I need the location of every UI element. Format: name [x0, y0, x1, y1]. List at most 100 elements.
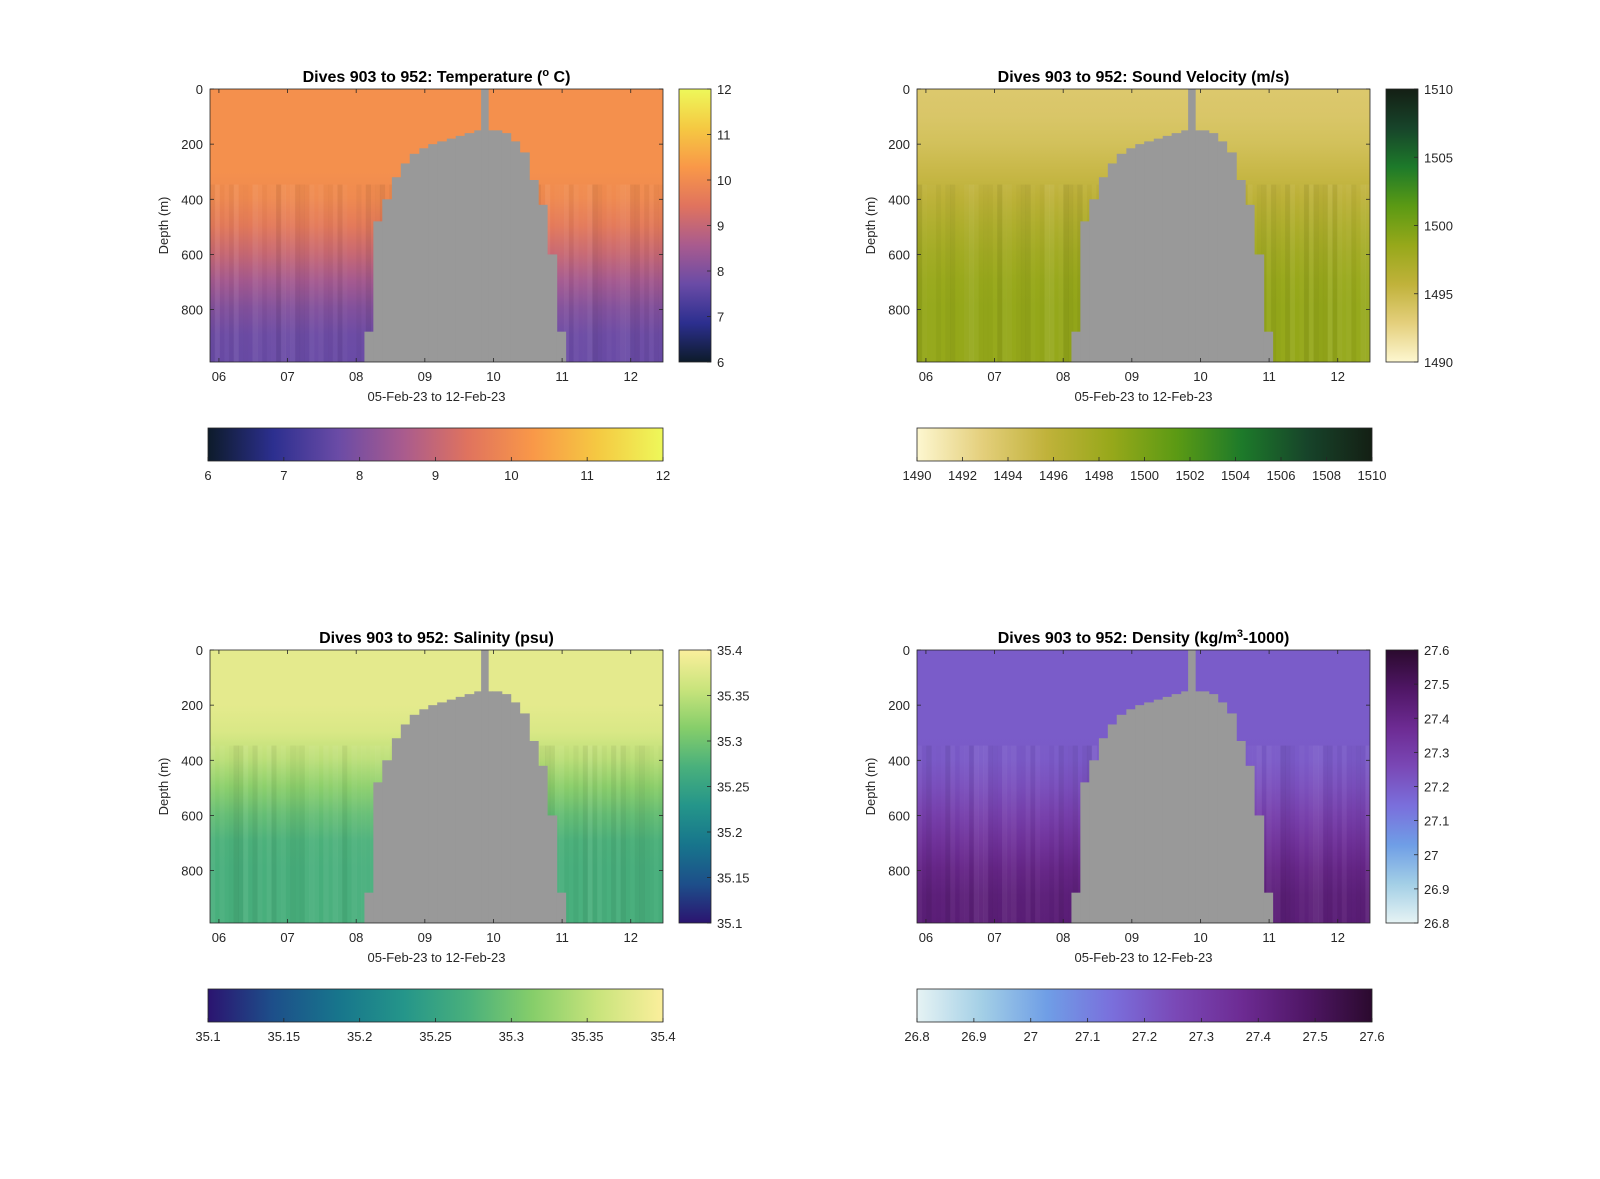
heatmap-column: [1025, 745, 1031, 923]
y-tick-label: 200: [181, 698, 203, 713]
horizontal-colorbar-tick-label: 1508: [1312, 468, 1341, 483]
vertical-colorbar-tick-label: 35.25: [717, 780, 750, 795]
heatmap-column: [1002, 185, 1007, 362]
heatmap-column: [1318, 185, 1323, 362]
no-data-mask-column: [391, 177, 402, 362]
horizontal-colorbar-tick-label: 9: [432, 468, 439, 483]
no-data-mask-column: [1089, 760, 1100, 923]
heatmap-column: [319, 746, 324, 923]
heatmap-column: [922, 185, 927, 362]
x-tick-label: 10: [486, 369, 500, 384]
no-data-mask-column: [510, 702, 521, 923]
heatmap-column: [654, 746, 659, 923]
horizontal-colorbar-tick-label: 1500: [1130, 468, 1159, 483]
heatmap-column: [573, 184, 579, 362]
heatmap-column: [295, 746, 300, 923]
heatmap-column: [290, 745, 296, 923]
y-tick-label: 200: [888, 698, 910, 713]
heatmap-column: [1021, 746, 1026, 923]
heatmap-column: [252, 745, 258, 923]
heatmap-column: [611, 745, 617, 923]
no-data-mask-column: [437, 141, 448, 362]
no-data-mask-column: [1181, 130, 1191, 362]
horizontal-colorbar-tick-label: 1504: [1221, 468, 1250, 483]
no-data-mask-column: [446, 699, 457, 923]
no-data-mask-column: [1236, 180, 1246, 362]
heatmap-column: [625, 184, 631, 362]
x-tick-label: 10: [486, 930, 500, 945]
heatmap-column: [314, 185, 319, 362]
heatmap-column: [968, 745, 975, 923]
heatmap-column: [988, 185, 993, 362]
vertical-colorbar-tick-label: 27.5: [1424, 677, 1449, 692]
heatmap-column: [922, 746, 927, 923]
heatmap-column: [582, 745, 588, 923]
vertical-colorbar-tick-label: 9: [717, 219, 724, 234]
no-data-mask-column: [501, 133, 512, 362]
heatmap-column: [229, 185, 234, 362]
heatmap-column: [926, 745, 932, 923]
heatmap-column: [1077, 184, 1083, 362]
heatmap-column: [1035, 185, 1040, 362]
heatmap-column: [1336, 184, 1343, 362]
vertical-colorbar-tick-label: 35.1: [717, 916, 742, 931]
heatmap-column: [1360, 184, 1366, 362]
no-data-mask-column: [529, 741, 539, 923]
x-tick-label: 08: [1056, 369, 1070, 384]
heatmap-column: [988, 746, 993, 923]
heatmap-column: [280, 745, 286, 923]
horizontal-colorbar: [207, 988, 664, 1023]
chart-title: Dives 903 to 952: Salinity (psu): [319, 630, 554, 647]
no-data-mask-column: [538, 204, 548, 362]
heatmap-column: [1365, 184, 1371, 362]
no-data-mask-column: [1263, 331, 1274, 362]
heatmap-column: [1016, 185, 1021, 362]
heatmap-column: [210, 745, 216, 923]
vertical-colorbar-tick-label: 27.1: [1424, 814, 1449, 829]
heatmap-column: [993, 185, 998, 362]
heatmap-column: [257, 746, 262, 923]
horizontal-colorbar-tick-label: 27.5: [1302, 1029, 1327, 1044]
heatmap-column: [1299, 746, 1304, 923]
heatmap-column: [1007, 185, 1012, 362]
horizontal-colorbar-tick-label: 1502: [1176, 468, 1205, 483]
heatmap-column: [926, 185, 931, 362]
horizontal-colorbar-tick-label: 35.2: [347, 1029, 372, 1044]
no-data-mask-column: [455, 135, 466, 362]
heatmap-column: [569, 185, 574, 362]
no-data-mask-column: [1217, 702, 1228, 923]
x-tick-label: 06: [212, 369, 226, 384]
x-axis-label: 05-Feb-23 to 12-Feb-23: [1074, 389, 1212, 404]
heatmap-column: [997, 184, 1003, 362]
heatmap-column: [262, 185, 267, 362]
heatmap-column: [219, 745, 225, 923]
heatmap-column: [1346, 184, 1352, 362]
heatmap-column: [1072, 745, 1078, 923]
x-tick-label: 06: [919, 930, 933, 945]
heatmap-column: [644, 185, 649, 362]
horizontal-colorbar: [916, 988, 1373, 1023]
heatmap-column: [931, 185, 936, 362]
no-data-mask-column: [519, 713, 530, 923]
heatmap-column: [993, 746, 998, 923]
heatmap-column: [248, 746, 253, 923]
horizontal-colorbar: [207, 427, 664, 462]
heatmap-column: [1356, 746, 1361, 923]
y-tick-label: 200: [181, 137, 203, 152]
horizontal-colorbar-tick-label: 35.3: [499, 1029, 524, 1044]
heatmap-column: [290, 184, 296, 362]
y-tick-label: 400: [888, 192, 910, 207]
x-tick-label: 07: [280, 369, 294, 384]
x-axis-label: 05-Feb-23 to 12-Feb-23: [1074, 950, 1212, 965]
heatmap-column: [1040, 746, 1045, 923]
heatmap-column: [1332, 184, 1338, 362]
heatmap-column: [337, 746, 342, 923]
heatmap-column: [1054, 746, 1059, 923]
horizontal-colorbar-tick-label: 35.1: [195, 1029, 220, 1044]
heatmap-column: [309, 184, 315, 362]
heatmap-column: [959, 185, 964, 362]
vertical-colorbar-tick-label: 35.15: [717, 871, 750, 886]
no-data-mask-column: [464, 133, 475, 362]
horizontal-colorbar-tick-label: 27: [1024, 1029, 1038, 1044]
heatmap-column: [1285, 745, 1291, 923]
